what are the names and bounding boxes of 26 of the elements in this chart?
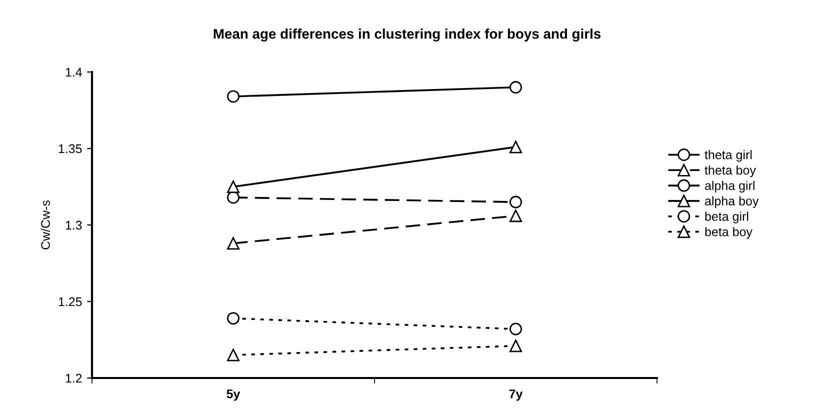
point [227,180,240,193]
y-tick-label: 1.25 [58,297,82,306]
legend-label: alpha boy [705,196,759,208]
y-axis-title: Cw/Cw-s [40,200,50,250]
legend-label: theta girl [704,150,752,162]
point [510,340,522,352]
x-tick-label: 5y [226,390,240,401]
point [510,322,522,336]
y-tick-label: 1.2 [66,374,82,383]
point [227,237,240,250]
x-tick-label: 7y [509,390,523,401]
point [510,140,522,154]
point [227,312,240,325]
legend-label: beta girl [705,212,748,224]
y-tick-label: 1.4 [66,68,82,77]
point [510,196,522,208]
point [510,81,522,94]
legend-label: theta boy [704,165,756,178]
legend-label: beta boy [705,227,752,239]
point [510,210,522,222]
chart-title: Mean age differences in clustering index for boys and girls [214,28,601,42]
y-tick-label: 1.35 [58,144,82,154]
y-tick-label: 1.3 [66,220,82,230]
point [227,90,240,103]
legend-label: alpha girl [705,180,754,193]
point [227,348,240,362]
